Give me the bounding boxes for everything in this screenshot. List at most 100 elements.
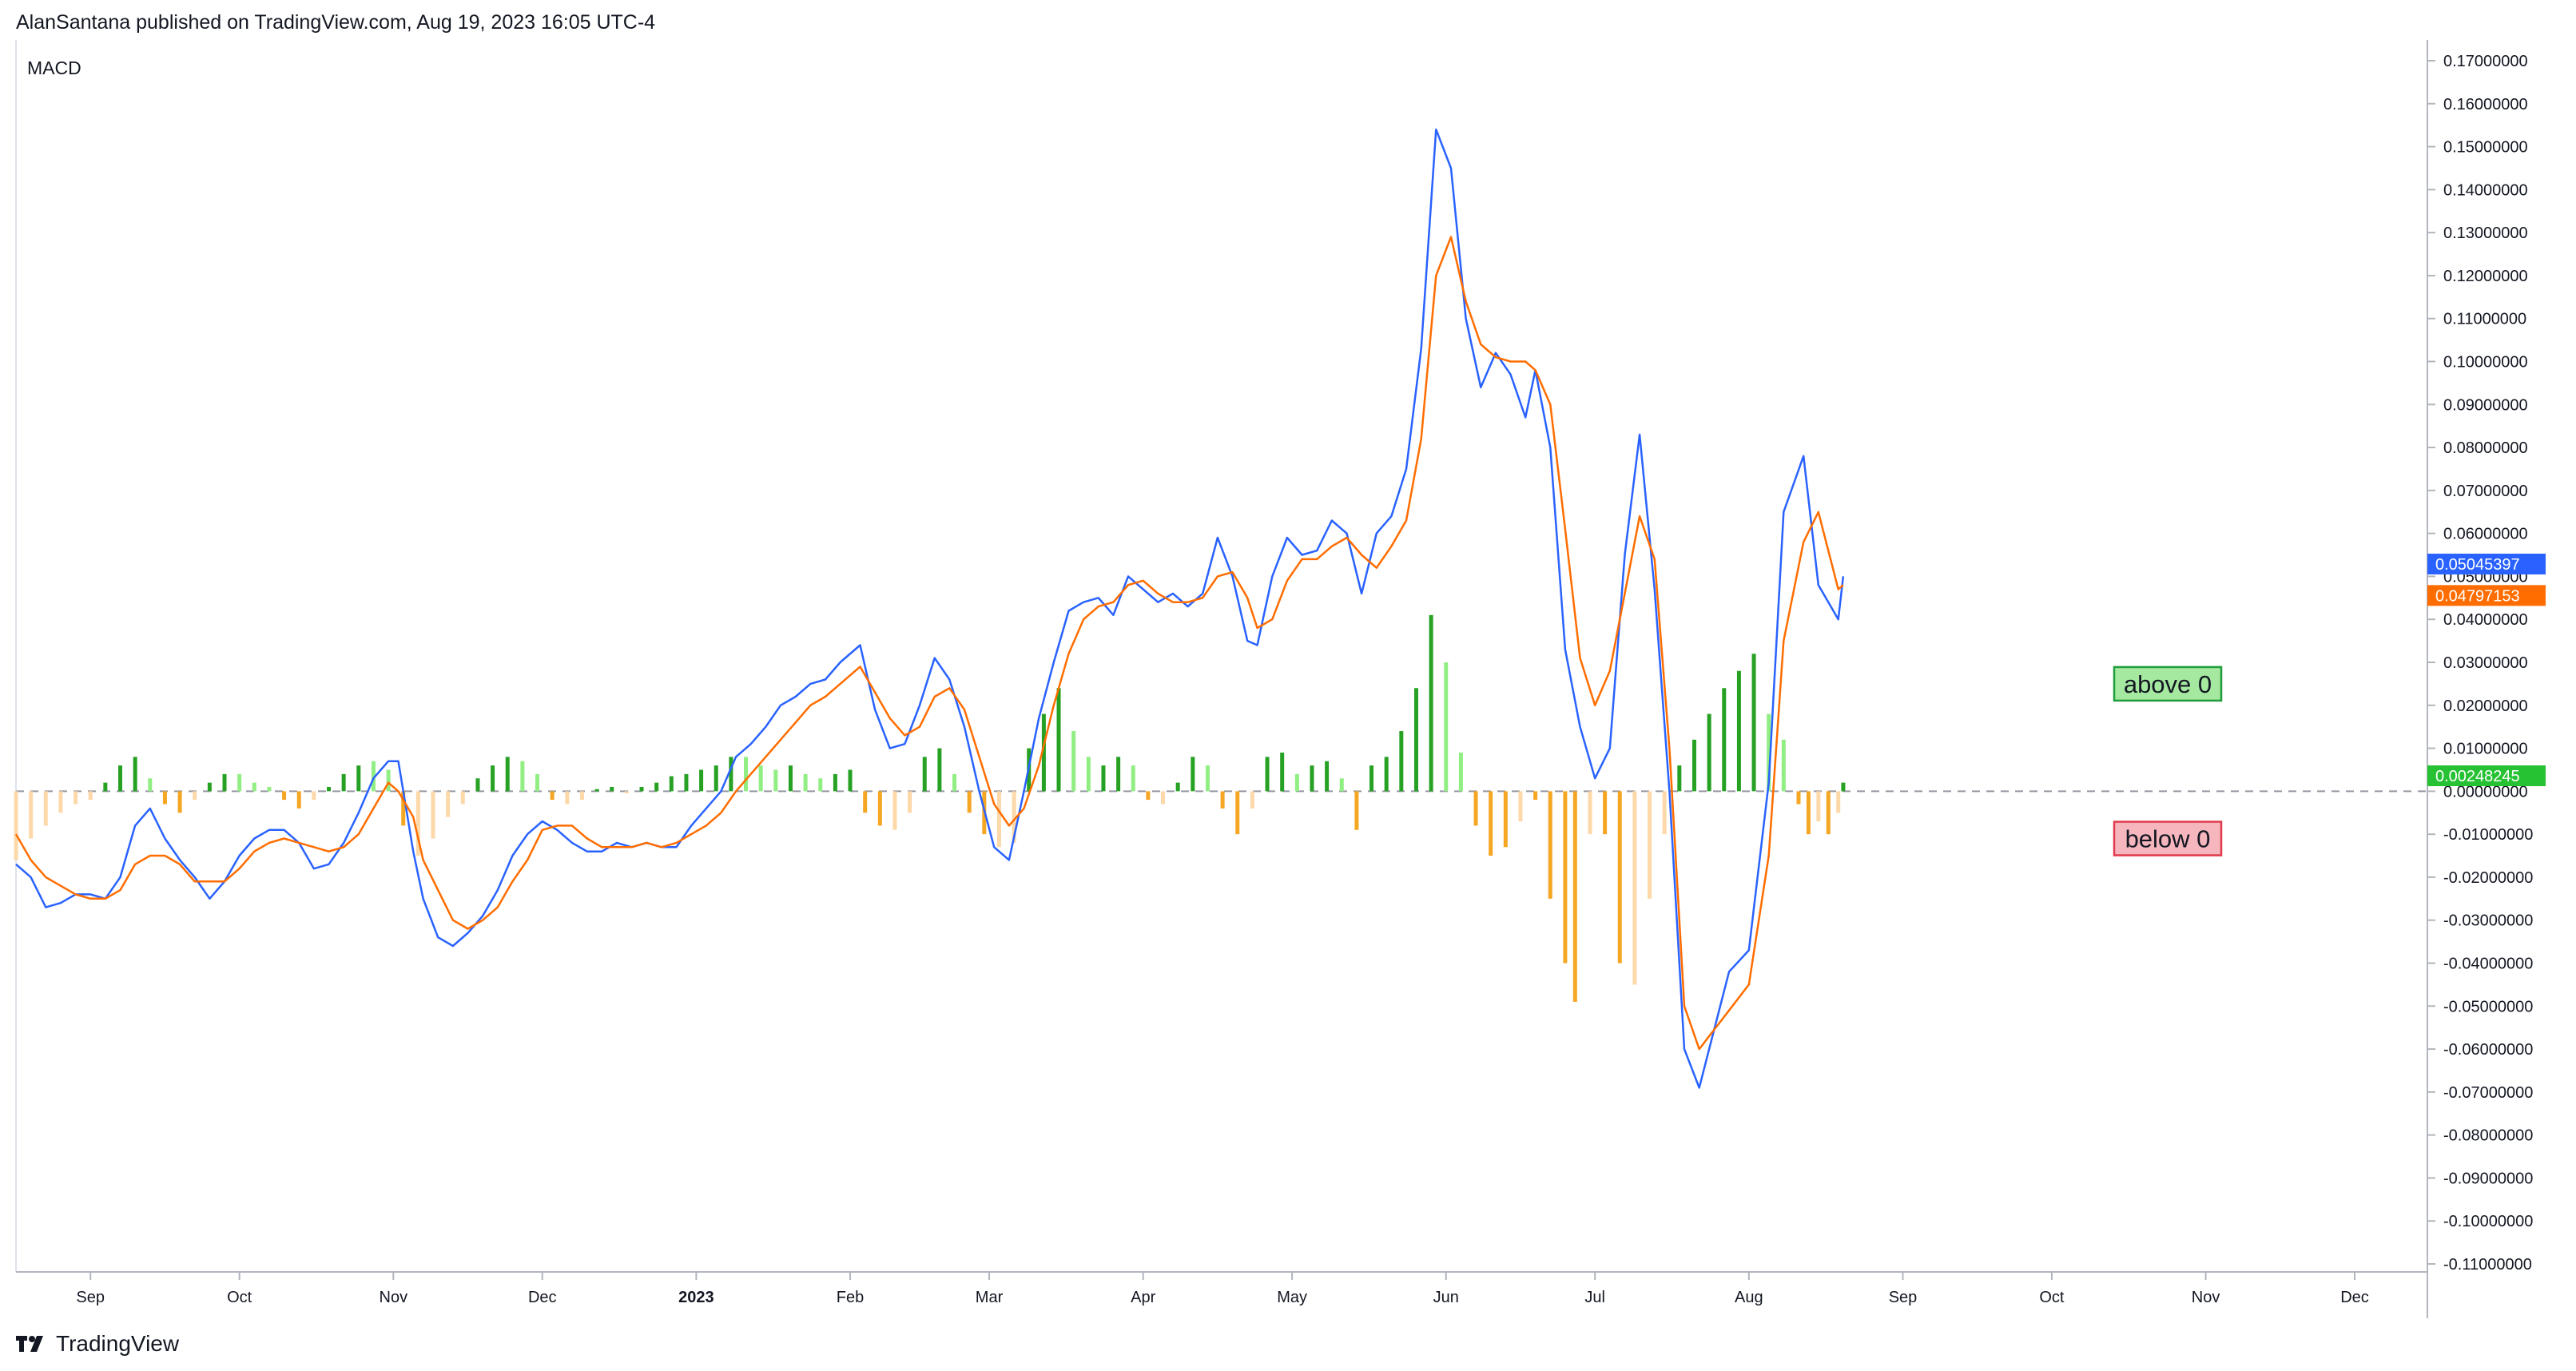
histogram-bar: [1806, 791, 1811, 835]
histogram-bar: [654, 782, 659, 792]
histogram-bar: [1503, 791, 1508, 848]
chart-frame: [15, 40, 2428, 1318]
histogram-bar: [892, 791, 897, 830]
annotation-above: above 0: [2113, 666, 2223, 702]
annotation-label: above 0: [2124, 670, 2212, 698]
histogram-bar: [1161, 791, 1166, 805]
histogram-bar: [1677, 765, 1682, 792]
lines: [14, 128, 1845, 1089]
histogram-bar: [446, 791, 451, 817]
histogram-bar: [1265, 757, 1270, 792]
histogram-bar: [177, 791, 182, 813]
annotation-below: below 0: [2113, 821, 2223, 856]
y-tick-label: -0.02000000: [2443, 869, 2533, 887]
histogram-bar: [1632, 791, 1637, 985]
histogram-bar: [520, 761, 525, 792]
histogram-bar: [1518, 791, 1523, 822]
histogram-bar: [327, 786, 332, 792]
histogram-bar: [1205, 765, 1210, 792]
y-tick-label: -0.05000000: [2443, 998, 2533, 1015]
histogram-bar: [296, 791, 301, 809]
histogram-bar: [1588, 791, 1592, 835]
histogram-bar: [1384, 757, 1389, 792]
histogram-value-badge-bg: [2427, 765, 2546, 787]
histogram-bar: [1101, 765, 1106, 792]
histogram-value-badge: 0.00248245: [2427, 765, 2546, 787]
histogram-bar: [1816, 791, 1821, 822]
histogram-bar: [1473, 791, 1478, 826]
histogram-bar: [1781, 739, 1786, 792]
histogram-bar: [1533, 791, 1538, 801]
histogram-bar: [996, 791, 1001, 848]
y-tick-label: 0.02000000: [2443, 697, 2528, 715]
histogram-bar: [624, 791, 629, 794]
histogram-bar: [1325, 761, 1330, 792]
histogram-bar: [43, 791, 48, 826]
histogram-value-badge-text: 0.00248245: [2435, 768, 2520, 785]
histogram-bar: [312, 791, 316, 801]
histogram-bar: [103, 782, 108, 792]
histogram-bar: [193, 791, 197, 801]
histogram-bar: [1413, 688, 1418, 792]
histogram-bar: [118, 765, 123, 792]
histogram-bar: [356, 765, 361, 792]
x-tick-label: Apr: [1131, 1289, 1155, 1306]
histogram-bar: [803, 773, 808, 792]
histogram-bar: [579, 791, 584, 801]
histogram-bar: [1691, 739, 1696, 792]
histogram-bar: [1041, 713, 1046, 792]
histogram-bar: [1563, 791, 1568, 964]
histogram-bar: [773, 769, 778, 792]
histogram-bar: [744, 757, 749, 792]
histogram-bar: [1836, 791, 1841, 813]
histogram-bar: [714, 765, 718, 792]
histogram-bar: [610, 786, 614, 792]
histogram-bar: [1354, 791, 1359, 830]
histogram-bar: [863, 791, 868, 813]
histogram-bar: [758, 765, 763, 792]
histogram-bar: [937, 748, 942, 792]
y-axis[interactable]: 0.17000000 0.16000000 0.15000000 0.14000000…: [2427, 53, 2533, 1274]
x-tick-label: Feb: [837, 1289, 864, 1306]
y-tick-label: 0.00000000: [2443, 783, 2528, 801]
histogram-bar: [267, 786, 272, 792]
histogram-bar: [1796, 791, 1801, 805]
y-tick-label: 0.15000000: [2443, 139, 2528, 157]
histogram-bar: [162, 791, 167, 805]
histogram-bar: [505, 757, 510, 792]
histogram-bar: [594, 789, 599, 792]
histogram-bar: [1489, 791, 1493, 856]
histogram-bar: [818, 778, 823, 792]
macd-value-badge: 0.05045397: [2427, 553, 2546, 574]
histogram-bar: [922, 757, 927, 792]
x-tick-label: Aug: [1735, 1289, 1763, 1306]
x-tick-label: Dec: [528, 1289, 557, 1306]
tradingview-brand[interactable]: TradingView: [16, 1331, 179, 1357]
y-tick-label: -0.07000000: [2443, 1084, 2533, 1102]
histogram-bar: [1399, 731, 1404, 792]
histogram-bar: [699, 769, 704, 792]
x-axis[interactable]: Sep Oct Nov Dec 2023 Feb Mar Apr May Jun Jul Aug Sep…: [76, 1272, 2369, 1306]
histogram-bar: [1444, 662, 1449, 792]
publisher-line: AlanSantana published on TradingView.com…: [16, 11, 656, 34]
histogram-bar: [1235, 791, 1240, 835]
y-tick-label: 0.17000000: [2443, 53, 2528, 70]
x-tick-label: Sep: [1889, 1289, 1918, 1306]
y-tick-label: 0.07000000: [2443, 483, 2528, 500]
histogram-bar: [401, 791, 406, 826]
y-tick-label: 0.06000000: [2443, 526, 2528, 543]
histogram-bar: [967, 791, 972, 813]
histogram-bar: [88, 791, 93, 801]
annotation-box: [2113, 821, 2223, 856]
histogram-bar: [460, 791, 465, 805]
histogram-bar: [1071, 731, 1076, 792]
macd-value-badge-bg: [2427, 553, 2546, 574]
histogram-bar: [1826, 791, 1831, 835]
x-tick-label: Nov: [2192, 1289, 2220, 1306]
histogram-bar: [669, 776, 674, 792]
y-tick-label: 0.03000000: [2443, 654, 2528, 672]
histogram-bar: [535, 773, 540, 792]
histogram-bar: [1548, 791, 1552, 899]
y-tick-label: -0.03000000: [2443, 912, 2533, 930]
